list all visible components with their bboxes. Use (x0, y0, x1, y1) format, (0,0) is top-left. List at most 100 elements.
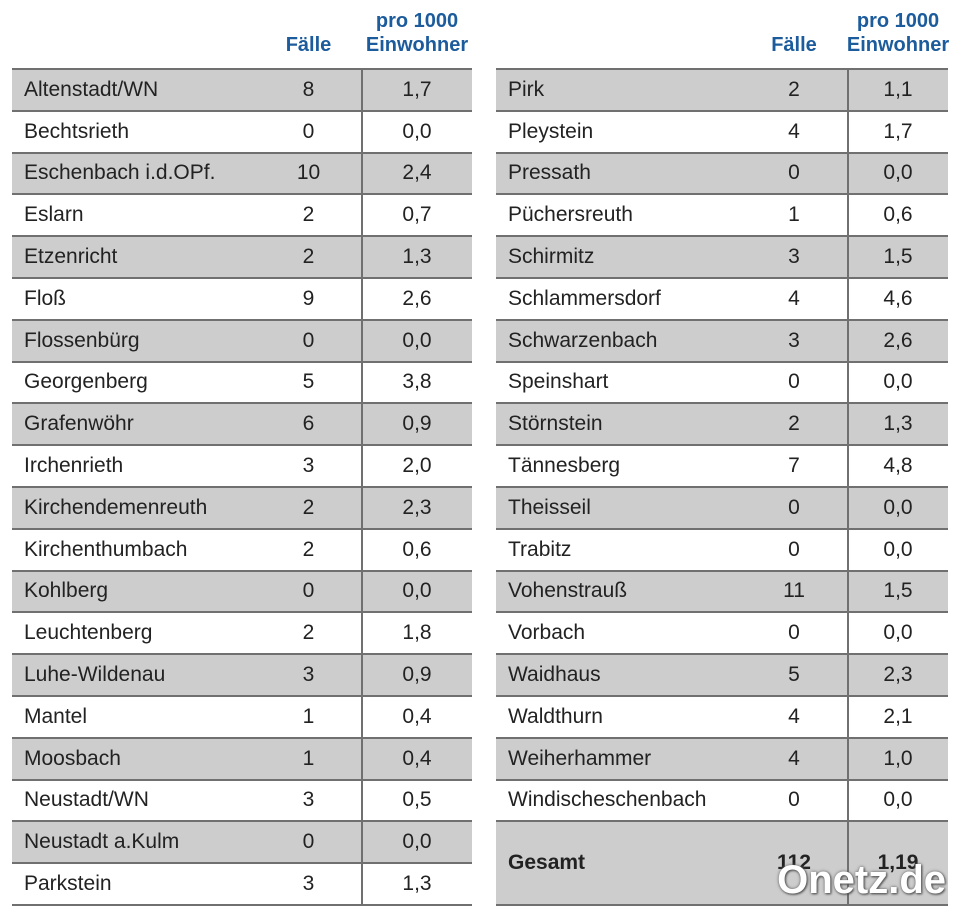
row-cases: 4 (788, 286, 800, 310)
header-rate: pro 1000 (856, 10, 940, 32)
column-divider (361, 279, 363, 319)
row-name: Theisseil (508, 495, 591, 519)
row-cases: 5 (302, 370, 315, 394)
row-cases: 1 (302, 746, 315, 770)
column-divider (361, 864, 363, 904)
row-rate: 0,0 (883, 495, 913, 519)
row-cases: 1 (302, 704, 315, 728)
row-name: Kohlberg (24, 579, 109, 603)
row-name: Gesamt (508, 851, 586, 875)
table-row: Tännesberg 7 4,8 (496, 446, 948, 488)
table-row: Altenstadt/WN 8 1,7 (12, 70, 472, 112)
row-name: Pressath (508, 161, 591, 185)
table-row: Neustadt/WN 3 0,5 (12, 780, 472, 823)
table-row: Pressath 0 0,0 (496, 153, 948, 196)
row-name: Luhe-Wildenau (24, 663, 166, 687)
table-row: Moosbach 1 0,4 (12, 738, 472, 781)
table-row: Waidhaus 5 2,3 (496, 655, 948, 697)
row-cases: 0 (302, 830, 315, 854)
column-divider (361, 655, 363, 695)
row-rate: 4,8 (883, 454, 913, 478)
table-row: Pirk 2 1,1 (496, 70, 948, 112)
row-cases: 2 (302, 495, 315, 519)
row-name: Schwarzenbach (508, 328, 658, 352)
table-row: Kirchendemenreuth 2 2,3 (12, 488, 472, 530)
row-cases: 3 (302, 788, 315, 812)
row-rate: 0,9 (402, 663, 432, 687)
column-divider (361, 153, 363, 194)
row-rate: 1,3 (402, 245, 432, 269)
column-divider (847, 613, 849, 654)
row-cases: 5 (788, 663, 800, 687)
column-divider (847, 655, 849, 695)
column-divider (847, 320, 849, 361)
column-divider (847, 70, 849, 110)
row-rate: 1,7 (402, 77, 432, 101)
table-row: Grafenwöhr 6 0,9 (12, 404, 472, 447)
row-rate: 2,0 (402, 454, 432, 478)
row-name: Parkstein (24, 872, 112, 896)
row-name: Waldthurn (508, 704, 603, 728)
row-name: Vorbach (508, 621, 586, 645)
row-rate: 1,3 (883, 412, 913, 436)
row-name: Püchersreuth (508, 203, 633, 227)
column-divider (847, 153, 849, 194)
row-rate: 1,5 (883, 579, 913, 603)
row-cases: 4 (788, 119, 800, 143)
row-name: Grafenwöhr (24, 412, 134, 436)
row-rate: 1,7 (883, 119, 913, 143)
row-cases: 7 (788, 454, 800, 478)
column-divider (847, 237, 849, 277)
row-cases: 0 (302, 579, 315, 603)
row-name: Moosbach (24, 746, 121, 770)
row-rate: 0,0 (402, 328, 432, 352)
table-row: Gesamt 112 1,19 (496, 822, 948, 906)
table-row: Eslarn 2 0,7 (12, 195, 472, 238)
row-cases: 3 (302, 663, 315, 687)
row-name: Pirk (508, 77, 545, 101)
table-row: Luhe-Wildenau 3 0,9 (12, 655, 472, 697)
row-cases: 2 (302, 203, 315, 227)
row-rate: 0,0 (883, 370, 913, 394)
row-cases: 0 (788, 370, 800, 394)
column-divider (361, 404, 363, 445)
column-divider (361, 571, 363, 612)
row-cases: 6 (302, 412, 315, 436)
table-row: Georgenberg 5 3,8 (12, 362, 472, 405)
column-divider (361, 529, 363, 570)
row-rate: 0,6 (883, 203, 913, 227)
row-rate: 2,3 (883, 663, 913, 687)
row-rate: 4,6 (883, 286, 913, 310)
row-name: Vohenstrauß (508, 579, 628, 603)
column-divider (847, 111, 849, 152)
row-name: Floß (24, 286, 66, 310)
row-name: Etzenricht (24, 245, 118, 269)
row-name: Kirchendemenreuth (24, 495, 208, 519)
row-cases: 2 (302, 537, 315, 561)
row-cases: 112 (777, 851, 811, 875)
row-rate: 1,1 (883, 77, 913, 101)
table-row: Kohlberg 0 0,0 (12, 571, 472, 614)
column-divider (847, 279, 849, 319)
header-rate: Einwohner (846, 34, 950, 56)
table-row: Schwarzenbach 3 2,6 (496, 320, 948, 363)
row-rate: 0,0 (883, 788, 913, 812)
column-divider (361, 697, 363, 737)
column-divider (361, 738, 363, 779)
column-divider (361, 780, 363, 821)
row-name: Leuchtenberg (24, 621, 153, 645)
table-row: Parkstein 3 1,3 (12, 864, 472, 906)
column-divider (847, 780, 849, 821)
row-name: Neustadt a.Kulm (24, 830, 180, 854)
row-rate: 1,5 (883, 245, 913, 269)
table-row: Flossenbürg 0 0,0 (12, 320, 472, 363)
row-name: Bechtsrieth (24, 119, 130, 143)
row-cases: 2 (788, 412, 800, 436)
table-row: Neustadt a.Kulm 0 0,0 (12, 822, 472, 865)
header-cases: Fälle (771, 34, 817, 56)
row-name: Weiherhammer (508, 746, 652, 770)
header-rate: Einwohner (365, 34, 469, 56)
row-name: Mantel (24, 704, 88, 728)
row-cases: 9 (302, 286, 315, 310)
